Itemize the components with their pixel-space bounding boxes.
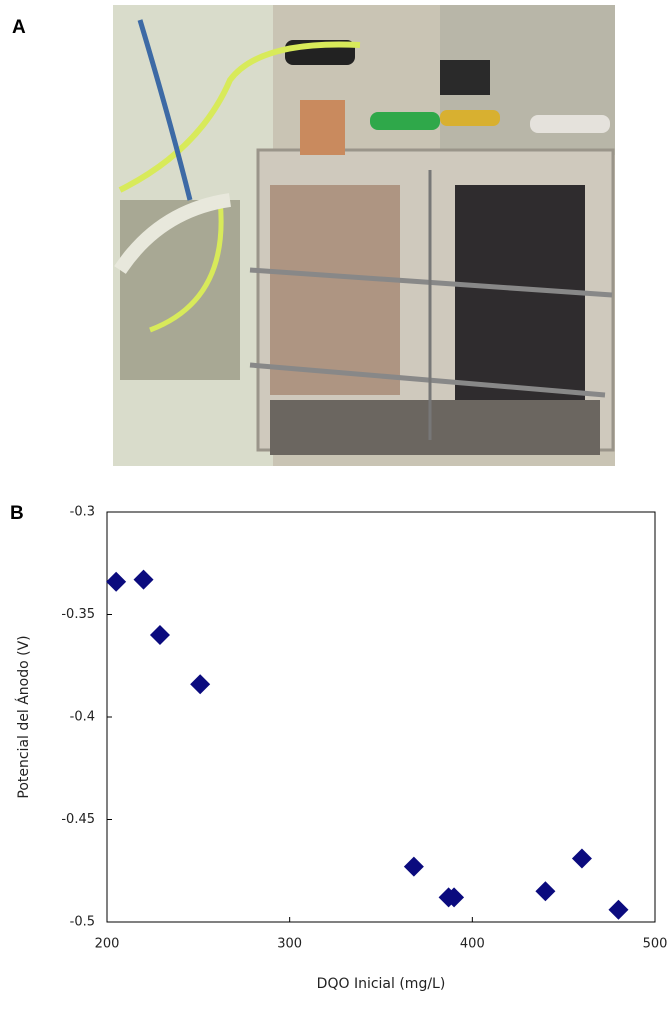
point	[403, 856, 424, 877]
panel-label: B	[10, 503, 24, 524]
x-tick-label: 300	[277, 937, 302, 952]
plot-frame	[106, 511, 656, 923]
x-axis-title: DQO Inicial (mg/L)	[317, 976, 446, 992]
point	[444, 887, 465, 908]
point	[106, 571, 127, 592]
y-tick-label: -0.45	[61, 812, 95, 827]
y-tick-label: -0.35	[61, 607, 95, 622]
point	[571, 848, 592, 869]
x-tick-label: 500	[643, 937, 668, 952]
x-tick-label: 200	[95, 937, 120, 952]
panel-label: A	[12, 17, 26, 38]
y-tick-label: -0.5	[70, 915, 95, 930]
y-axis-title: Potencial del Ánodo (V)	[15, 635, 32, 798]
photo	[113, 5, 615, 466]
y-tick-label: -0.4	[70, 710, 95, 725]
point	[190, 674, 211, 695]
point	[535, 881, 556, 902]
point	[133, 569, 154, 590]
point	[608, 899, 629, 920]
y-tick-label: -0.3	[70, 505, 95, 520]
x-tick-label: 400	[460, 937, 485, 952]
point	[149, 625, 170, 645]
